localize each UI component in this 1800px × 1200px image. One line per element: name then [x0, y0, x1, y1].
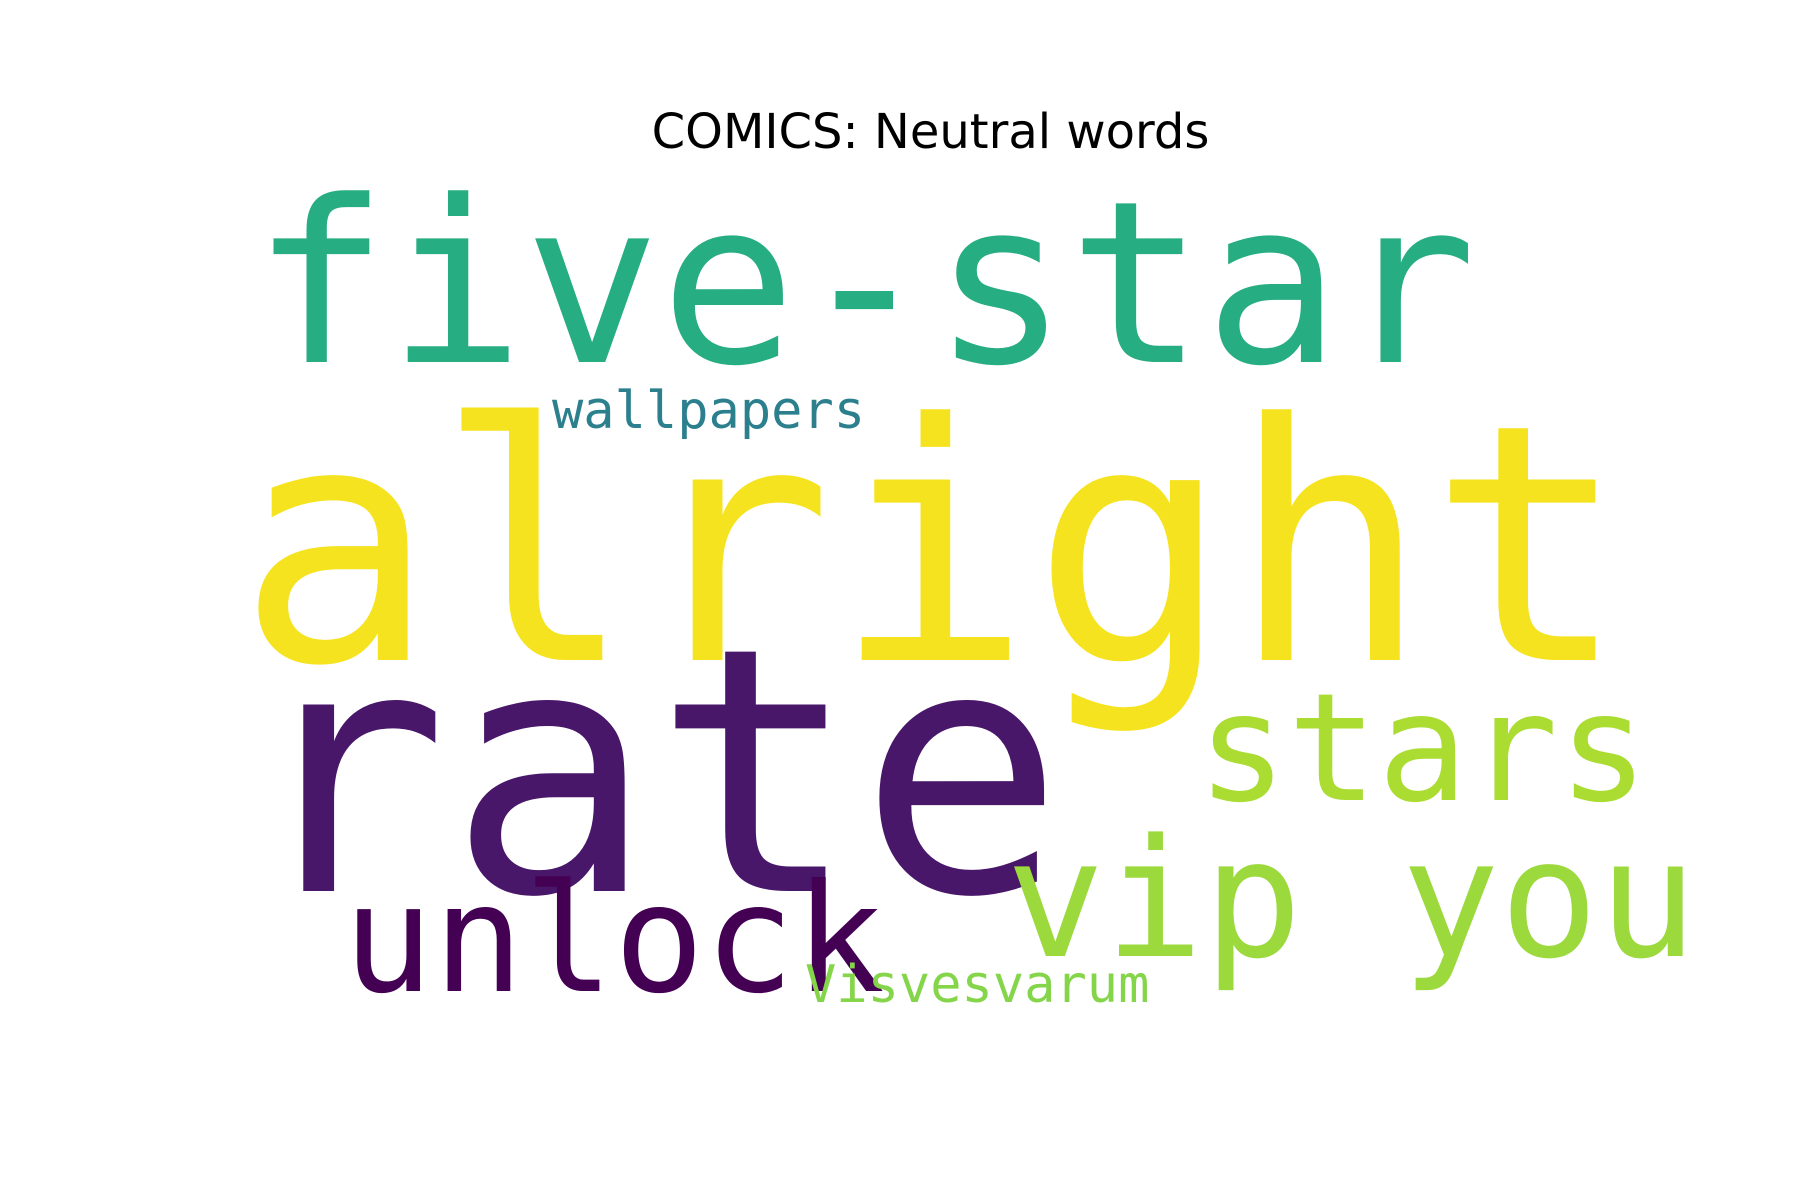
word-rate: rate	[243, 575, 1064, 972]
word-unlock: unlock	[343, 853, 885, 1027]
word-wallpapers: wallpapers	[552, 381, 865, 441]
figure-title: COMICS: Neutral words	[651, 104, 1210, 160]
word-visvesvarum: Visvesvarum	[805, 955, 1149, 1015]
word-stars: stars	[1197, 662, 1649, 836]
word-vip-you: vip you	[1006, 804, 1697, 995]
word-five-star: five-star	[252, 153, 1477, 416]
word-alright: alright	[237, 354, 1628, 738]
